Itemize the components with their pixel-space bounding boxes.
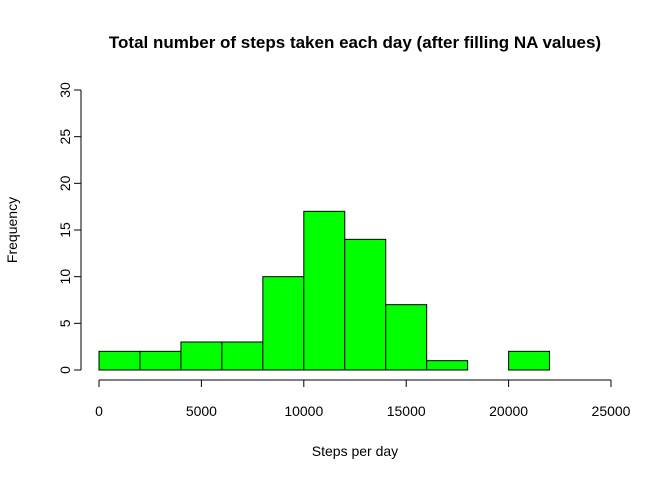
- y-tick-label: 20: [57, 175, 73, 191]
- histogram-bar-8: [426, 360, 469, 371]
- y-tick-label: 5: [57, 319, 73, 327]
- x-tick-label: 10000: [284, 403, 323, 419]
- y-tick-label: 25: [57, 129, 73, 145]
- histogram-bar-4: [262, 276, 305, 371]
- y-axis: 0 5 10 15 20 25 30: [57, 82, 82, 374]
- y-tick-label: 30: [57, 82, 73, 98]
- histogram-bar-3: [221, 341, 264, 371]
- x-axis-title: Steps per day: [312, 443, 398, 459]
- y-tick-label: 0: [57, 366, 73, 374]
- histogram-bar-7: [385, 304, 428, 371]
- x-tick-label: 0: [95, 403, 103, 419]
- x-tick-label: 20000: [489, 403, 528, 419]
- histogram-bar-10: [508, 350, 551, 371]
- y-tick-label: 15: [57, 222, 73, 238]
- histogram-bar-6: [344, 238, 387, 371]
- histogram-bar-5: [303, 210, 346, 371]
- histogram-bar-2: [180, 341, 223, 371]
- bars-group: [98, 210, 551, 371]
- x-tick-label: 25000: [592, 403, 631, 419]
- y-axis-title: Frequency: [4, 197, 20, 263]
- x-tick-label: 5000: [186, 403, 217, 419]
- y-tick-label: 10: [57, 269, 73, 285]
- x-tick-label: 15000: [387, 403, 426, 419]
- x-axis: 0 5000 10000 15000 20000 25000: [95, 379, 631, 419]
- histogram-bar-0: [98, 350, 141, 371]
- chart-title: Total number of steps taken each day (af…: [109, 33, 601, 52]
- histogram-bar-1: [139, 350, 182, 371]
